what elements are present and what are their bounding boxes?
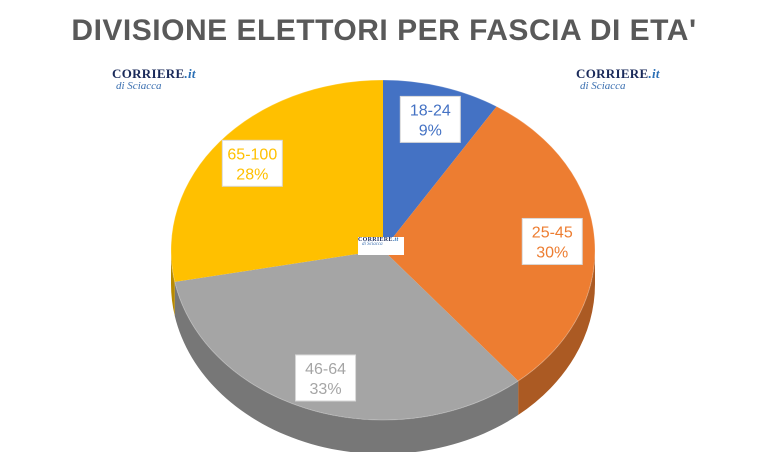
chart-title: DIVISIONE ELETTORI PER FASCIA DI ETA' — [71, 14, 697, 47]
data-label-value-65-100: 28% — [236, 166, 268, 183]
logo-corriere-right: CORRIERE.it di Sciacca — [576, 66, 660, 92]
slice-side-65-100 — [171, 250, 175, 316]
data-label-category-65-100: 65-100 — [227, 146, 277, 163]
data-label-category-25-45: 25-45 — [532, 224, 573, 241]
slice-side-46-64 — [174, 281, 519, 452]
logo-corriere-center: CORRIERE.it di Sciacca — [358, 237, 404, 255]
slice-side-25-45 — [518, 250, 595, 415]
data-label-category-46-64: 46-64 — [305, 361, 346, 378]
slice-46-64 — [174, 250, 519, 420]
data-label-category-18-24: 18-24 — [410, 102, 451, 119]
data-label-value-25-45: 30% — [536, 244, 568, 261]
data-label-box-65-100 — [221, 139, 283, 187]
data-label-box-18-24 — [399, 95, 461, 143]
data-label-value-18-24: 9% — [419, 122, 442, 139]
pie-rim — [170, 79, 596, 421]
data-label-box-25-45 — [521, 217, 583, 265]
logo-corriere-left: CORRIERE.it di Sciacca — [112, 66, 196, 92]
data-label-value-46-64: 33% — [310, 381, 342, 398]
data-label-box-46-64 — [295, 354, 357, 402]
slice-25-45 — [383, 106, 595, 381]
